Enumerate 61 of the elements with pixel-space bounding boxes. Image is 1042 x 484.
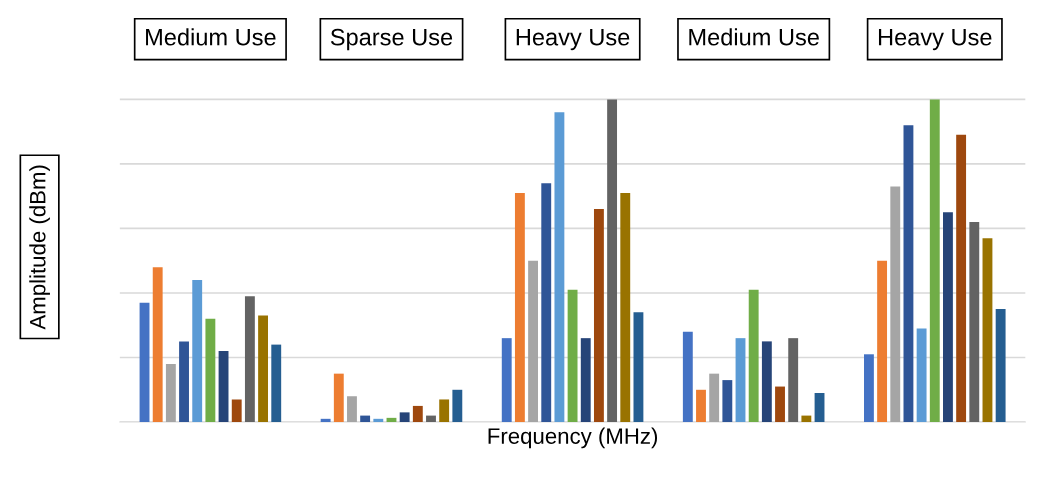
bar <box>943 212 953 423</box>
x-tick-label: Heavy Use <box>878 29 992 51</box>
bar <box>165 363 176 423</box>
bar <box>139 302 150 423</box>
bar <box>205 318 216 423</box>
bar <box>271 344 282 423</box>
bar <box>554 112 565 423</box>
bar <box>735 338 746 423</box>
bar <box>528 260 539 423</box>
bar <box>399 412 410 423</box>
x-tick-label: Sparse Use <box>330 28 453 51</box>
x-tick-label: Heavy Use <box>516 29 630 51</box>
bar <box>218 351 229 423</box>
bar <box>152 267 163 423</box>
bar <box>258 315 268 423</box>
bar <box>452 389 463 423</box>
bar <box>320 418 331 423</box>
bar <box>995 309 1006 423</box>
bar <box>788 338 799 423</box>
bar <box>360 415 371 423</box>
bar <box>426 415 436 423</box>
bar <box>179 341 189 423</box>
bar <box>439 399 450 423</box>
bar <box>982 238 993 423</box>
bar <box>775 386 785 423</box>
bar <box>877 260 888 423</box>
bar <box>722 380 733 423</box>
bar <box>607 99 618 423</box>
bar <box>969 221 980 423</box>
bar <box>580 338 591 423</box>
bar <box>929 99 940 423</box>
bar <box>244 296 255 423</box>
bar <box>814 393 825 423</box>
bar <box>514 192 525 423</box>
bar <box>696 389 706 423</box>
bar <box>761 341 772 423</box>
x-tick-label: Medium Use <box>146 28 276 46</box>
bar <box>682 331 693 423</box>
bar <box>593 209 604 423</box>
bar <box>333 373 344 423</box>
x-tick-label: Medium Use <box>689 28 819 46</box>
bar <box>231 399 242 423</box>
bar <box>863 354 874 423</box>
bar <box>748 289 759 423</box>
bar <box>890 186 901 423</box>
bar <box>620 192 631 423</box>
bar <box>541 183 552 423</box>
bar <box>916 328 927 423</box>
x-axis-title: Frequency (MHz) <box>488 427 658 449</box>
bar <box>192 280 203 423</box>
bar <box>373 418 384 423</box>
bar <box>956 134 967 423</box>
bar <box>347 396 357 423</box>
bar <box>633 312 644 423</box>
bar <box>903 125 914 423</box>
bar <box>709 373 720 423</box>
bar <box>501 338 512 423</box>
y-axis-title: Amplitude (dBm) <box>29 165 50 330</box>
bar <box>567 289 578 423</box>
bar <box>801 415 812 423</box>
bar <box>412 405 423 423</box>
